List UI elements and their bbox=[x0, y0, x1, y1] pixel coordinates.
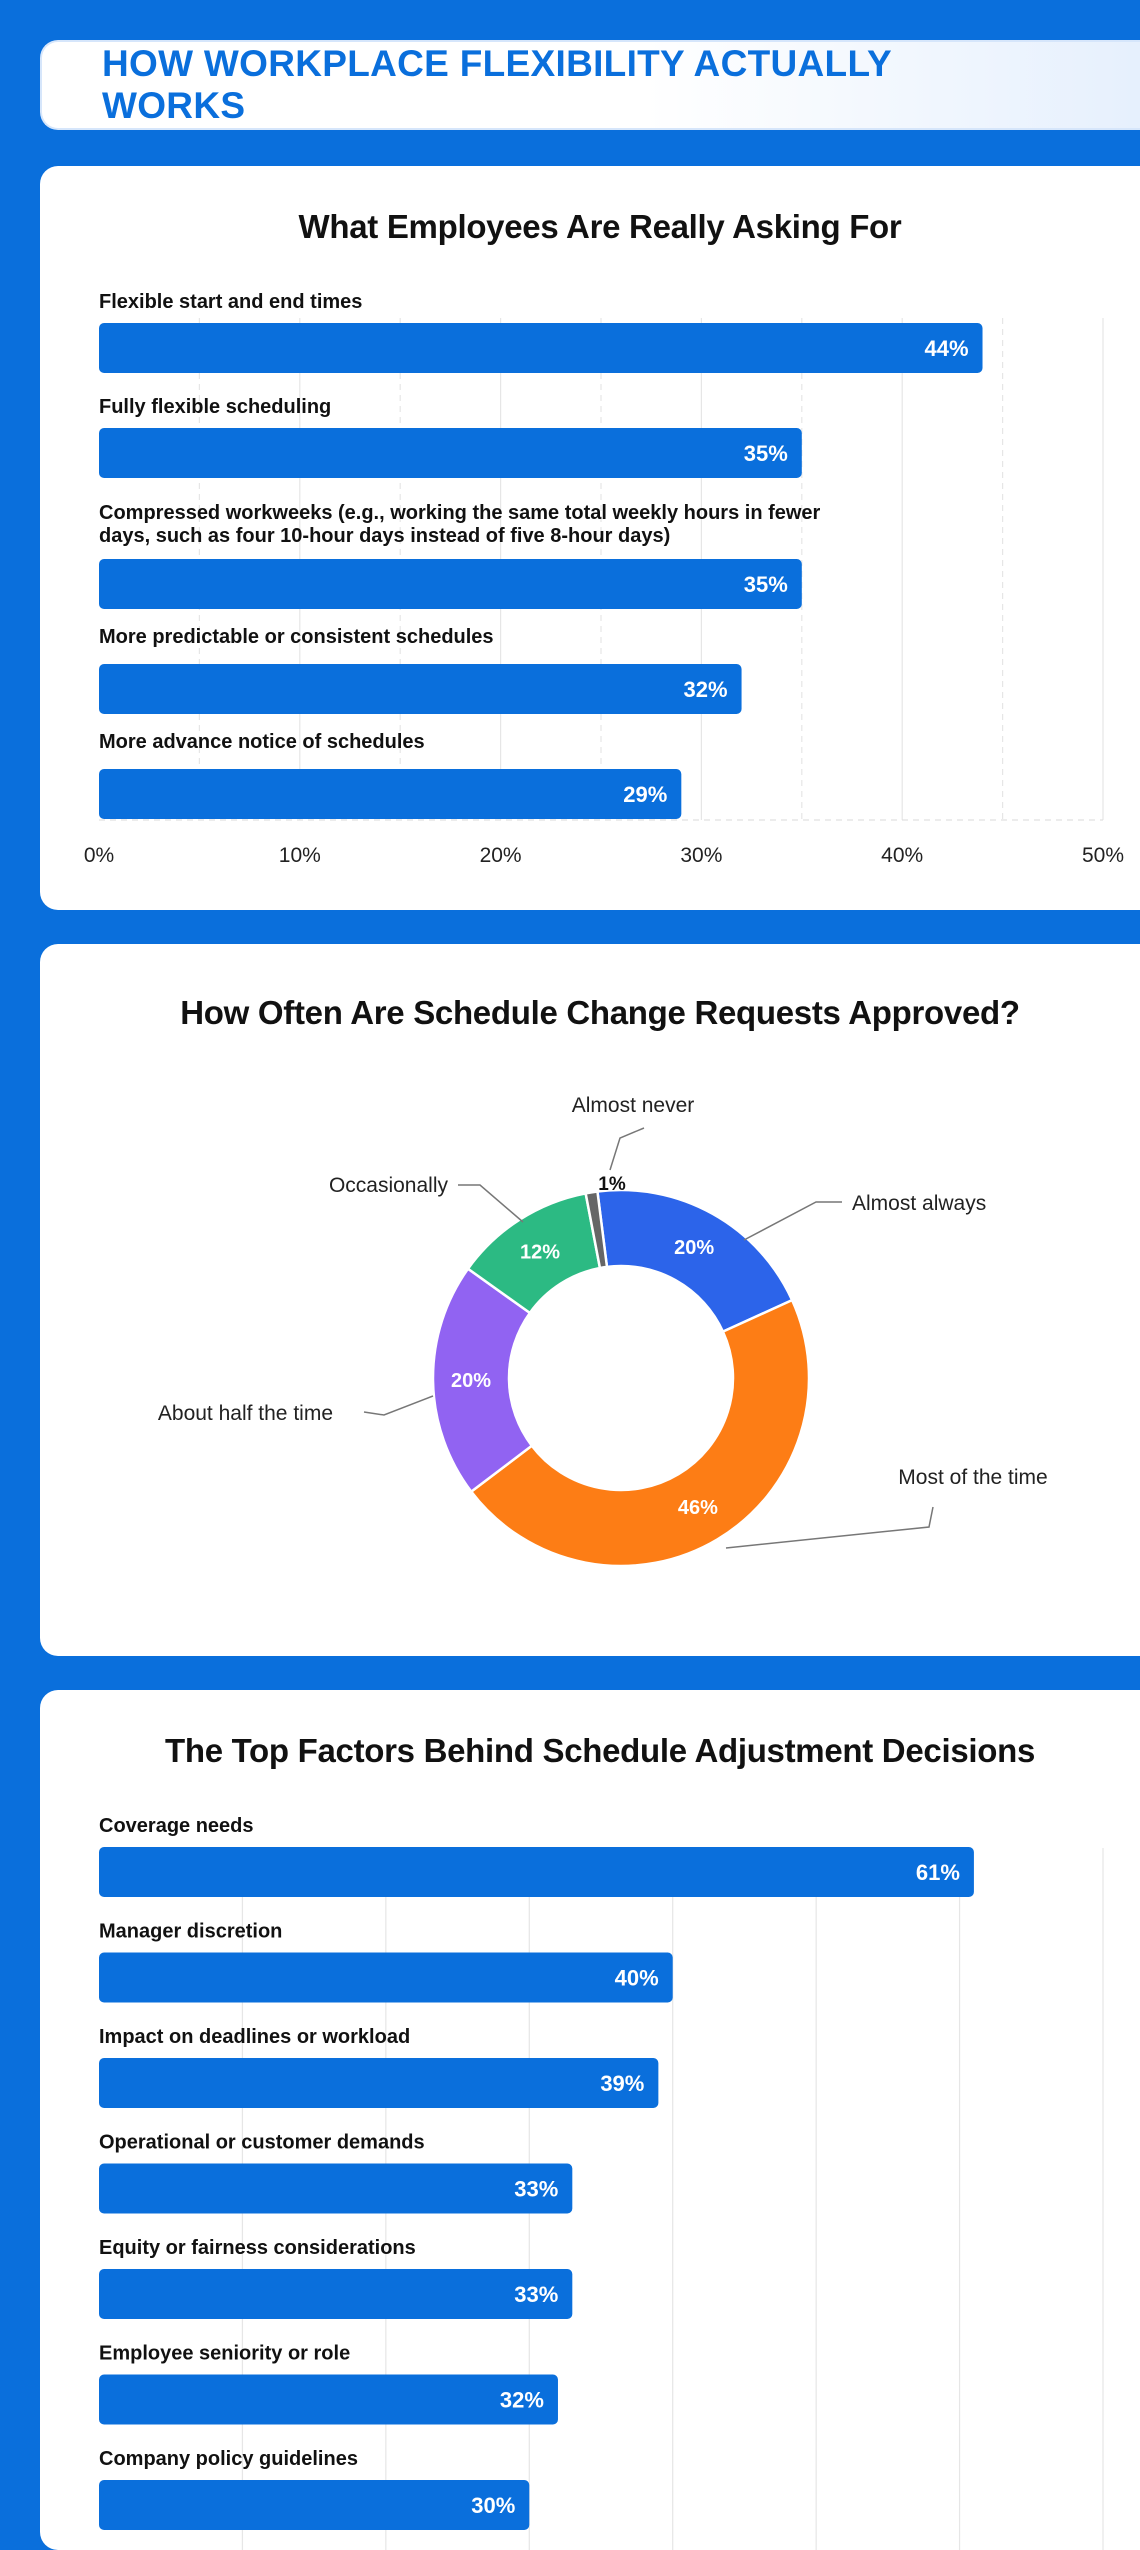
bar-flexible-start-and-end-times bbox=[99, 323, 983, 373]
category-label: Fully flexible scheduling bbox=[99, 396, 331, 418]
chart-card-approval-frequency: How Often Are Schedule Change Requests A… bbox=[40, 944, 1140, 1656]
chart-title: How Often Are Schedule Change Requests A… bbox=[180, 994, 1020, 1031]
leader-line bbox=[725, 1506, 934, 1549]
bar-value-label: 29% bbox=[623, 782, 667, 807]
slice-value-label: 20% bbox=[451, 1370, 491, 1392]
category-label: days, such as four 10-hour days instead … bbox=[99, 525, 670, 547]
chart-card-employee-requests: What Employees Are Really Asking For 0% 1… bbox=[40, 166, 1140, 910]
leader-line bbox=[363, 1395, 434, 1416]
category-label: Equity or fairness considerations bbox=[99, 2237, 416, 2259]
x-tick-label: 20% bbox=[480, 844, 522, 867]
leader-line bbox=[458, 1184, 524, 1223]
bar-employee-seniority-or-role bbox=[99, 2374, 558, 2425]
x-tick-label: 0% bbox=[84, 844, 114, 867]
slice-category-label: Almost never bbox=[572, 1094, 695, 1117]
bar-more-advance-notice-of-schedules bbox=[99, 769, 682, 819]
slice-most-of-the-time bbox=[469, 1298, 811, 1568]
leader-line bbox=[609, 1127, 645, 1171]
category-label: Company policy guidelines bbox=[99, 2448, 358, 2470]
bar-value-label: 30% bbox=[471, 2493, 515, 2518]
slice-category-label: Occasionally bbox=[329, 1174, 449, 1197]
slice-almost-never bbox=[584, 1190, 609, 1270]
category-label: Flexible start and end times bbox=[99, 291, 362, 313]
page-title: HOW WORKPLACE FLEXIBILITY ACTUALLY WORKS bbox=[102, 43, 892, 126]
bar-value-label: 32% bbox=[684, 677, 728, 702]
chart-card-adjustment-factors: The Top Factors Behind Schedule Adjustme… bbox=[40, 1690, 1140, 2550]
category-label: Compressed workweeks (e.g., working the … bbox=[99, 502, 821, 524]
bar-coverage-needs bbox=[99, 1847, 974, 1897]
bar-value-label: 61% bbox=[916, 1860, 960, 1885]
bar-chart-employee-requests: 0% 10% 20% 30% 40% 50% Flexible start and end … bbox=[84, 291, 1124, 867]
bar-operational-or-customer-demands bbox=[99, 2163, 573, 2214]
bar-value-label: 40% bbox=[615, 1966, 659, 1991]
x-tick-label: 30% bbox=[680, 844, 722, 867]
category-label: Coverage needs bbox=[99, 1815, 254, 1837]
chart-title: What Employees Are Really Asking For bbox=[298, 208, 902, 245]
category-label: More predictable or consistent schedules bbox=[99, 626, 494, 648]
x-tick-label: 50% bbox=[1082, 844, 1124, 867]
chart-title: The Top Factors Behind Schedule Adjustme… bbox=[164, 1732, 1036, 1769]
category-label: More advance notice of schedules bbox=[99, 731, 425, 753]
bar-value-label: 32% bbox=[500, 2388, 544, 2413]
bar-value-label: 35% bbox=[744, 441, 788, 466]
bar-company-policy-guidelines bbox=[99, 2480, 530, 2530]
bar-impact-on-deadlines-or-workload bbox=[99, 2058, 659, 2108]
slice-category-label: Most of the time bbox=[898, 1466, 1047, 1489]
header-banner: HOW WORKPLACE FLEXIBILITY ACTUALLY WORKS bbox=[40, 40, 1140, 130]
slice-value-label: 12% bbox=[520, 1242, 560, 1264]
bar-more-predictable-or-consistent-schedules bbox=[99, 664, 742, 714]
donut-chart-approval-frequency: 20% 46% 20% 12% 1% Almost always Most of the t… bbox=[158, 1094, 1048, 1568]
category-label: Employee seniority or role bbox=[99, 2343, 350, 2365]
slice-category-label: About half the time bbox=[158, 1402, 333, 1425]
bar-value-label: 33% bbox=[514, 2177, 558, 2202]
bar-manager-discretion bbox=[99, 1952, 673, 2003]
x-tick-label: 40% bbox=[881, 844, 923, 867]
category-label: Impact on deadlines or workload bbox=[99, 2026, 410, 2048]
slice-almost-always bbox=[596, 1188, 794, 1334]
category-label: Manager discretion bbox=[99, 1921, 282, 1943]
slice-value-label: 20% bbox=[674, 1237, 714, 1259]
leader-line bbox=[743, 1201, 842, 1241]
bar-compressed-workweeks-e-g-working-the-sam bbox=[99, 559, 802, 609]
slice-value-label: 1% bbox=[598, 1174, 626, 1195]
bar-chart-adjustment-factors: Coverage needs 61% Manager discretion 40% Im… bbox=[99, 1815, 1104, 2550]
bar-value-label: 44% bbox=[924, 336, 968, 361]
bar-value-label: 39% bbox=[600, 2071, 644, 2096]
category-label: Operational or customer demands bbox=[99, 2132, 425, 2154]
bar-value-label: 33% bbox=[514, 2282, 558, 2307]
slice-value-label: 46% bbox=[678, 1497, 718, 1519]
bar-fully-flexible-scheduling bbox=[99, 428, 802, 478]
bar-value-label: 35% bbox=[744, 572, 788, 597]
slice-category-label: Almost always bbox=[852, 1192, 986, 1215]
bar-equity-or-fairness-considerations bbox=[99, 2269, 573, 2319]
x-tick-label: 10% bbox=[279, 844, 321, 867]
